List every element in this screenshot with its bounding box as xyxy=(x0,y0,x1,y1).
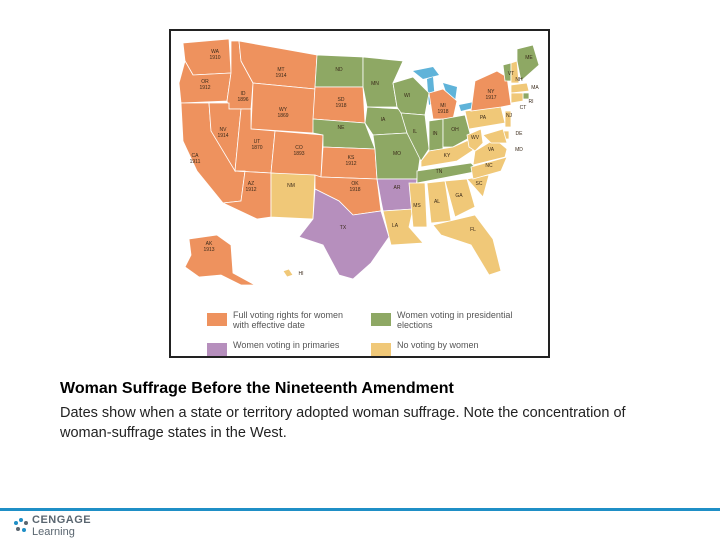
state-label-sc: SC xyxy=(476,181,483,187)
state-label-in: IN xyxy=(433,131,438,137)
state-nm xyxy=(270,172,316,220)
state-me xyxy=(516,44,540,82)
state-label-ak: AK 1913 xyxy=(203,241,214,253)
state-label-or: OR 1912 xyxy=(199,79,210,91)
state-ms xyxy=(408,182,428,228)
state-label-ga: GA xyxy=(455,193,463,199)
state-label-mt: MT 1914 xyxy=(275,67,286,79)
state-label-wv: WV xyxy=(471,135,480,141)
state-label-nv: NV 1914 xyxy=(217,127,228,139)
state-label-nd: ND xyxy=(335,67,343,73)
state-label-ar: AR xyxy=(394,185,401,191)
state-label-il: IL xyxy=(413,129,417,135)
state-ga xyxy=(444,178,476,218)
state-label-az: AZ 1912 xyxy=(245,181,256,193)
state-label-fl: FL xyxy=(470,227,476,233)
footer-divider xyxy=(0,508,720,511)
state-label-hi: HI xyxy=(299,271,304,277)
state-label-ky: KY xyxy=(444,153,451,159)
state-label-ca: CA 1911 xyxy=(190,153,201,165)
state-label-ny: NY 1917 xyxy=(485,89,496,101)
state-fl xyxy=(432,214,502,276)
us-suffrage-map: WA 1910 OR 1912 CA 1911 ID 1896 NV 1914 MT 1914 WY 18… xyxy=(178,38,540,356)
state-ma xyxy=(510,82,530,94)
state-label-ma: MA xyxy=(531,85,539,91)
state-label-ms: MS xyxy=(413,203,421,209)
legend-swatch-presidential xyxy=(371,313,391,326)
legend-swatch-none xyxy=(371,343,391,356)
state-wi xyxy=(392,76,430,116)
state-nh xyxy=(510,60,520,84)
state-label-al: AL xyxy=(434,199,440,205)
state-label-co: CO 1893 xyxy=(293,145,304,157)
cengage-logo-icon xyxy=(14,518,28,532)
state-label-mn: MN xyxy=(371,81,379,87)
state-label-ia: IA xyxy=(381,117,386,123)
state-label-wa: WA 1910 xyxy=(209,49,220,61)
legend-label-none: No voting by women xyxy=(397,340,479,350)
lake-superior-icon xyxy=(413,67,439,79)
state-label-ct: CT xyxy=(520,105,527,111)
legend-swatch-full xyxy=(207,313,227,326)
state-label-oh: OH xyxy=(451,127,459,133)
state-label-de: DE xyxy=(516,131,524,137)
state-label-mi: MI 1918 xyxy=(437,103,448,115)
state-label-nm: NM xyxy=(287,183,295,189)
state-label-nc: NC xyxy=(485,163,493,169)
state-label-nh: NH xyxy=(515,77,523,83)
legend-label-primaries: Women voting in primaries xyxy=(233,340,340,350)
state-nc xyxy=(470,156,508,180)
state-label-tx: TX xyxy=(340,225,347,231)
legend-label-presidential: Women voting in presidential elections xyxy=(397,310,512,330)
state-mi xyxy=(428,88,458,120)
state-label-ut: UT 1870 xyxy=(251,139,262,151)
state-label-wy: WY 1869 xyxy=(277,107,288,119)
state-label-tn: TN xyxy=(436,169,443,175)
state-nj xyxy=(504,110,512,128)
state-label-id: ID 1896 xyxy=(237,91,248,103)
state-label-me: ME xyxy=(525,55,533,61)
state-label-la: LA xyxy=(392,223,399,229)
state-label-sd: SD 1918 xyxy=(335,97,346,109)
state-ak xyxy=(184,234,256,286)
legend-label-full: Full voting rights for women with effecti… xyxy=(232,310,343,330)
state-label-ri: RI xyxy=(529,99,534,105)
lake-huron-icon xyxy=(443,83,457,101)
state-label-nj: NJ xyxy=(506,113,513,119)
state-label-pa: PA xyxy=(480,115,487,121)
state-label-wi: WI xyxy=(404,93,410,99)
state-tx xyxy=(298,188,390,280)
state-ct xyxy=(510,92,524,104)
state-oh xyxy=(442,114,472,148)
state-md xyxy=(482,128,508,144)
caption-text: Dates show when a state or territory ado… xyxy=(60,405,626,441)
state-hi xyxy=(282,268,294,278)
state-wv xyxy=(466,128,484,152)
state-label-md: MD xyxy=(515,147,523,153)
map-frame: WA 1910 OR 1912 CA 1911 ID 1896 NV 1914 MT 1914 WY 18… xyxy=(169,29,550,358)
legend-swatch-primaries xyxy=(207,343,227,356)
state-label-mo: MO xyxy=(393,151,401,157)
brand-name: CENGAGE xyxy=(32,514,92,526)
state-label-va: VA xyxy=(488,147,495,153)
brand-sub: Learning xyxy=(32,526,75,538)
state-label-ok: OK 1918 xyxy=(349,181,360,193)
state-label-vt: VT xyxy=(508,71,514,77)
state-ny xyxy=(470,70,512,112)
state-label-ne: NE xyxy=(338,125,346,131)
state-label-ks: KS 1912 xyxy=(345,155,356,167)
caption-title: Woman Suffrage Before the Nineteenth Ame… xyxy=(60,380,454,397)
